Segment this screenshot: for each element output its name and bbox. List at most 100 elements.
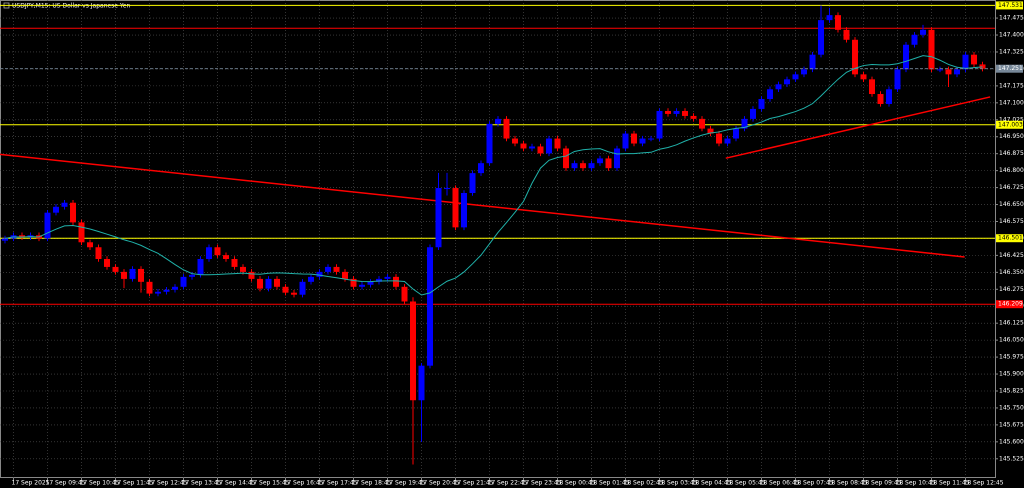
price-tag: [996, 64, 1023, 73]
y-tick-label: 146.650: [999, 201, 1024, 208]
y-tick-label: 147.325: [999, 48, 1024, 55]
y-tick-label: 145.600: [999, 438, 1024, 445]
y-tick-label: 145.525: [999, 455, 1024, 462]
candle-body: [971, 54, 977, 65]
candle-body: [495, 118, 501, 124]
x-tick-label: 17 Sep 22:45: [488, 480, 528, 487]
candle-body: [622, 133, 629, 149]
candle-body: [359, 284, 365, 287]
candle-body: [877, 94, 884, 104]
candle-body: [597, 158, 603, 164]
candle-body: [665, 110, 671, 114]
candle-body: [818, 20, 824, 55]
candle-body: [121, 271, 127, 279]
level-label: 147.531: [998, 2, 1023, 9]
candle-body: [197, 259, 204, 275]
y-tick-label: 146.575: [999, 218, 1024, 225]
candle-body: [741, 118, 748, 129]
candle-body: [605, 158, 612, 169]
candle-body: [903, 44, 909, 70]
x-tick-label: 17 Sep 17:45: [318, 480, 358, 487]
candle-body: [673, 110, 680, 114]
y-tick-label: 147.475: [999, 15, 1024, 22]
candle-body: [469, 173, 476, 194]
candle-body: [784, 79, 790, 85]
candle-body: [78, 222, 85, 243]
candle-body: [758, 98, 765, 109]
candle-body: [435, 188, 442, 248]
x-tick-label: 17 Sep 23:45: [522, 480, 562, 487]
y-tick-label: 147.025: [999, 116, 1024, 123]
candle-body: [920, 29, 926, 35]
candle-body: [180, 276, 187, 287]
y-tick-label: 146.425: [999, 252, 1024, 259]
candle-body: [486, 123, 493, 164]
candle-body: [826, 15, 833, 21]
candle-body: [809, 54, 816, 70]
x-tick-label: 17 Sep 12:45: [148, 480, 188, 487]
candle-body: [716, 133, 722, 144]
level-tag: [996, 120, 1023, 129]
candle-body: [894, 69, 901, 90]
candle-body: [393, 276, 399, 287]
candle-body: [860, 74, 867, 80]
candle-body: [257, 278, 263, 289]
candle-body: [937, 69, 943, 71]
candle-body: [801, 69, 807, 75]
x-tick-label: 18 Sep 11:45: [930, 480, 970, 487]
candle-body: [316, 271, 323, 277]
y-tick-label: 146.725: [999, 184, 1024, 191]
y-tick-label: 146.800: [999, 167, 1024, 174]
trendline: [0, 153, 965, 258]
candle-body: [240, 266, 246, 272]
candle-body: [248, 271, 255, 279]
candle-body: [342, 271, 348, 279]
candle-body: [146, 281, 153, 294]
plot-frame: [0, 0, 996, 478]
candle-body: [979, 64, 986, 69]
x-tick-label: 17 Sep 2025: [12, 480, 50, 487]
candle-body: [512, 138, 518, 144]
candle-body: [682, 110, 688, 116]
candle-body: [87, 242, 93, 248]
x-tick-label: 17 Sep 21:45: [454, 480, 494, 487]
x-tick-label: 18 Sep 04:45: [692, 480, 732, 487]
level-tag: [996, 300, 1023, 309]
level-tag: [996, 1, 1023, 10]
candle-body: [537, 146, 544, 154]
candle-body: [707, 128, 714, 134]
candle-body: [112, 266, 119, 272]
candle-body: [928, 29, 935, 70]
candle-body: [724, 138, 731, 144]
candle-body: [520, 143, 527, 149]
candle-body: [427, 247, 433, 366]
candle-body: [350, 278, 357, 287]
x-tick-label: 17 Sep 19:45: [386, 480, 426, 487]
candle-body: [44, 212, 51, 239]
candle-body: [962, 54, 969, 70]
y-tick-label: 146.950: [999, 133, 1024, 140]
y-tick-label: 147.400: [999, 32, 1024, 39]
candle-body: [886, 89, 892, 104]
candle-body: [410, 301, 416, 401]
candle-body: [104, 259, 110, 267]
y-tick-label: 146.875: [999, 150, 1024, 157]
candle-body: [376, 278, 382, 282]
candle-body: [546, 138, 552, 154]
x-tick-label: 17 Sep 15:45: [250, 480, 290, 487]
y-tick-label: 146.125: [999, 320, 1024, 327]
candle-body: [223, 255, 229, 260]
candle-body: [843, 29, 850, 40]
candle-body: [384, 276, 391, 279]
y-tick-label: 145.825: [999, 387, 1024, 394]
x-tick-label: 18 Sep 08:45: [828, 480, 868, 487]
x-tick-label: 18 Sep 12:45: [964, 480, 1004, 487]
candle-body: [95, 247, 102, 260]
trendline: [725, 96, 991, 159]
level-label: 147.003: [998, 121, 1023, 128]
candle-body: [418, 365, 425, 401]
candle-body: [444, 188, 450, 190]
candle-body: [325, 266, 331, 272]
